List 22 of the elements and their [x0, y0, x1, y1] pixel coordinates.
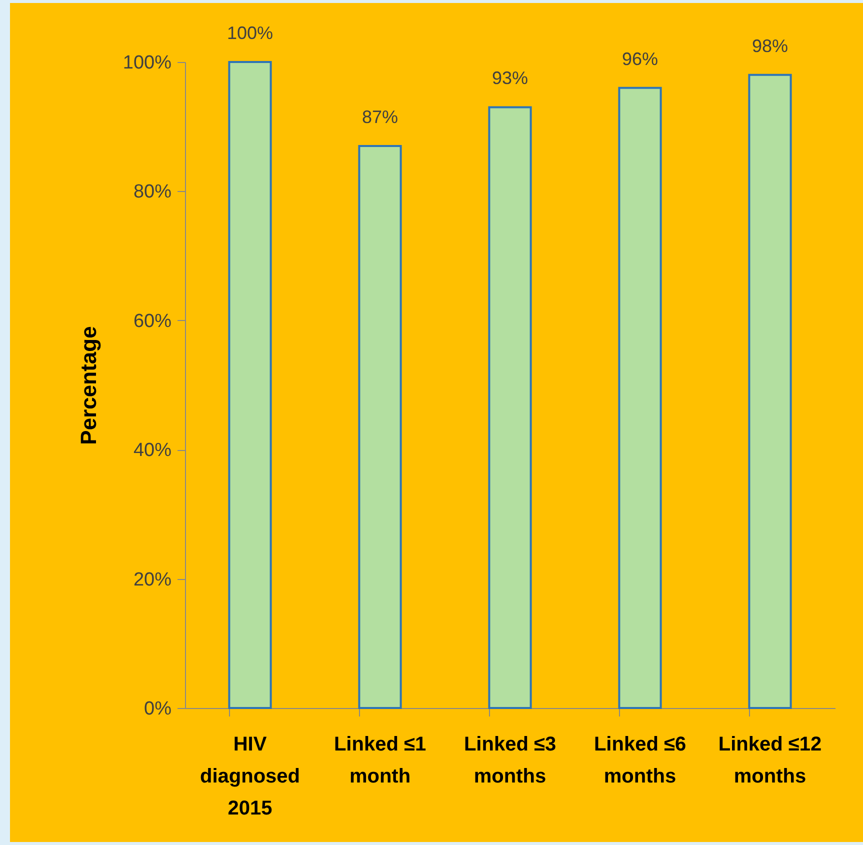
- x-tick-label: Linked ≤3 months: [464, 734, 556, 788]
- bar: [488, 106, 532, 709]
- x-tick-label: HIV diagnosed 2015: [200, 734, 300, 820]
- data-label: 87%: [362, 106, 398, 127]
- data-label: 100%: [226, 23, 274, 43]
- y-tick-label: 0%: [144, 698, 172, 720]
- y-tick-label: 100%: [122, 52, 172, 74]
- bar: [618, 86, 662, 709]
- data-label: 98%: [752, 36, 788, 56]
- y-tick-label: 40%: [133, 440, 172, 462]
- bar: [228, 61, 272, 709]
- y-axis-title: Percentage: [76, 326, 101, 445]
- data-label: 93%: [492, 68, 528, 88]
- x-tick-label: Linked ≤1 month: [334, 734, 426, 788]
- y-tick-label: 20%: [133, 569, 172, 590]
- y-tick-label: 80%: [133, 182, 172, 203]
- x-tick-label: Linked ≤6 months: [594, 734, 686, 788]
- x-tick-label: Linked ≤12 months: [718, 734, 822, 788]
- bar: [748, 74, 792, 709]
- y-tick-label: 60%: [133, 310, 172, 332]
- bar: [358, 144, 402, 709]
- data-label: 96%: [622, 48, 658, 69]
